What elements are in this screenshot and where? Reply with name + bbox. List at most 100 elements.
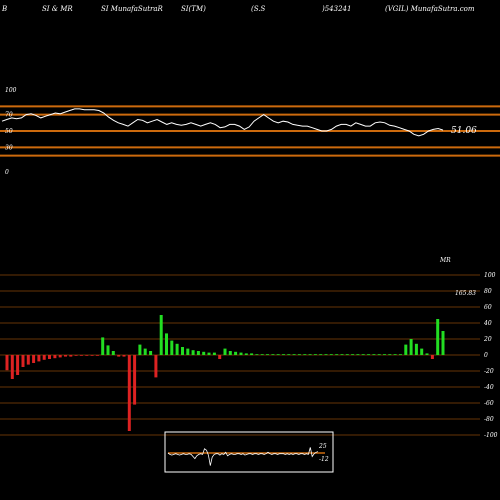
mr-bar	[234, 351, 238, 355]
mr-bar	[436, 319, 440, 355]
mr-bar	[42, 355, 46, 360]
rsi-last-value: 51.06	[451, 126, 477, 136]
mr-tick-label: -20	[484, 368, 494, 375]
mr-bar	[69, 355, 73, 357]
header-col-7: (VGIL) MunafaSutra.com	[385, 5, 475, 13]
mr-tick-label: 20	[483, 336, 492, 343]
mr-tick-label: 100	[484, 272, 496, 279]
mr-bar	[154, 355, 158, 378]
mr-bar	[292, 354, 296, 355]
mr-bar	[313, 354, 317, 355]
mr-bar	[165, 333, 168, 355]
mr-bar	[181, 347, 184, 355]
rsi-tick-label: 100	[5, 87, 17, 94]
mr-bar	[255, 354, 259, 355]
mr-tick-label: 80	[484, 288, 492, 295]
mini-tick-top: 25	[318, 443, 327, 450]
mr-bar	[122, 355, 126, 357]
mr-bar	[170, 340, 174, 355]
rsi-tick-label: 50	[5, 128, 13, 135]
mr-bar	[276, 354, 280, 355]
mr-bar	[372, 354, 376, 355]
mr-bar	[420, 348, 424, 355]
mr-bar	[212, 352, 216, 355]
mr-bar	[367, 354, 371, 355]
mr-bar	[16, 355, 20, 375]
mr-bar	[345, 354, 349, 355]
mr-bar	[127, 355, 131, 431]
mr-bar	[207, 352, 211, 355]
mr-bar	[74, 355, 78, 356]
mr-tick-label: 60	[484, 304, 492, 311]
mini-frame	[164, 431, 334, 473]
header-col-4: SI(TM)	[181, 5, 206, 13]
header-col-1: B	[2, 5, 8, 13]
mr-bar	[37, 355, 41, 362]
mr-bar	[351, 354, 355, 355]
mr-bar	[101, 337, 105, 355]
mr-bar	[85, 355, 89, 356]
rsi-line	[1, 108, 444, 137]
mr-bar	[111, 351, 115, 355]
mr-bar	[21, 355, 25, 367]
mr-bar	[430, 355, 434, 359]
rsi-chart: 100 70 50 30 0 51.06	[0, 87, 500, 176]
mr-bar	[404, 344, 408, 355]
mr-bar	[287, 354, 291, 355]
mr-bar	[335, 354, 339, 355]
mr-bar	[48, 355, 51, 359]
mr-bar	[244, 353, 248, 355]
mr-bar	[95, 355, 99, 356]
mr-bar	[159, 315, 163, 355]
mr-bar	[53, 355, 57, 359]
mr-bar	[10, 355, 14, 379]
header-col-5: (S.S	[251, 5, 266, 13]
mr-bar	[361, 354, 365, 355]
mr-bar	[223, 348, 227, 355]
rsi-tick-label: 70	[5, 112, 13, 119]
rsi-tick-label: 0	[5, 169, 9, 176]
mr-bar	[409, 339, 413, 355]
mr-bar	[319, 354, 323, 355]
mr-bar	[202, 351, 206, 355]
mr-bar	[356, 354, 360, 355]
mr-bar	[64, 355, 67, 357]
mr-bar	[117, 355, 121, 357]
mr-bar	[5, 355, 9, 371]
mr-bar	[239, 352, 243, 355]
mr-bar	[32, 355, 36, 363]
mr-bar	[106, 345, 110, 355]
mr-tick-label: -60	[484, 400, 494, 407]
mr-bar	[377, 354, 381, 355]
mr-bar	[425, 353, 429, 355]
mr-bar	[271, 354, 275, 355]
mr-label: MR	[439, 257, 451, 264]
mr-bar	[340, 354, 344, 355]
mr-bar	[308, 354, 312, 355]
mr-bar	[58, 355, 62, 358]
mr-tick-label: -40	[484, 384, 494, 391]
header-col-2: SI & MR	[42, 5, 73, 13]
mr-bar	[90, 355, 94, 356]
mr-bar	[186, 348, 190, 355]
mr-bar	[191, 350, 195, 355]
mr-bar	[138, 344, 142, 355]
rsi-tick-label: 30	[5, 144, 13, 151]
mr-bar	[26, 355, 30, 365]
mr-bar	[324, 354, 328, 355]
mr-bar	[266, 354, 269, 355]
mr-bar	[383, 354, 386, 355]
mini-line	[167, 447, 319, 466]
mr-bar	[133, 355, 137, 405]
mr-tick-label: 40	[483, 320, 492, 327]
mr-top-value: 165.83	[455, 290, 476, 297]
mr-bar	[399, 354, 402, 355]
mr-bar	[329, 354, 333, 355]
header-col-3: SI MunafaSutraR	[101, 5, 163, 13]
mr-bar	[282, 354, 285, 355]
mr-bar	[218, 355, 222, 359]
header-col-6: )543241	[322, 5, 352, 13]
mr-bar	[260, 354, 264, 355]
